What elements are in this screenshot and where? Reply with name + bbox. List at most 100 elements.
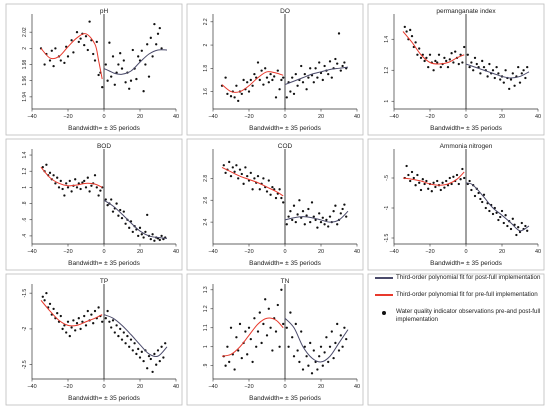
observation-point <box>495 211 498 214</box>
panel-tn: TN −40 −20 0 20 40 .9 1 1.1 1.2 1.3 Bandwidth= ± 35… <box>186 273 364 406</box>
observation-point <box>90 313 93 316</box>
observation-point <box>289 210 292 213</box>
observation-point <box>457 182 460 186</box>
x-tick-label: 20 <box>499 114 505 120</box>
observation-point <box>526 66 529 69</box>
observation-point <box>316 76 319 79</box>
y-tick-label: 1.8 <box>203 65 209 72</box>
x-tick-label: 20 <box>318 384 324 390</box>
observation-point <box>296 84 299 87</box>
x-tick-label: 0 <box>283 384 286 390</box>
observation-point <box>258 78 261 82</box>
observation-point <box>307 364 310 367</box>
observation-point <box>149 238 152 241</box>
y-tick-label: 1.4 <box>384 36 390 43</box>
observation-point <box>468 66 471 69</box>
panel-frame <box>367 138 545 271</box>
x-axis-label: Bandwidth= ± 35 periods <box>68 395 140 402</box>
panel-cod: COD −40 −20 0 20 40 2.4 2.6 2.8 Bandwidth= ± 35 p… <box>186 138 364 271</box>
observation-point <box>325 336 328 339</box>
observation-point <box>526 229 529 232</box>
observation-point <box>443 186 446 189</box>
observation-point <box>66 320 70 323</box>
observation-point <box>343 203 346 206</box>
x-tick-label: −40 <box>27 384 36 390</box>
legend-pre-label: Third-order polynomial fit for pre-full … <box>396 291 538 298</box>
x-tick-label: 0 <box>464 114 467 120</box>
y-tick-label: 2 <box>203 43 209 46</box>
observation-point <box>278 188 281 191</box>
observation-point <box>473 56 477 59</box>
observation-point <box>410 35 414 38</box>
observation-point <box>146 43 149 46</box>
observation-point <box>160 345 163 348</box>
legend: Third-order polynomial fit for post-full… <box>372 274 548 333</box>
observation-point <box>124 81 127 84</box>
observation-point <box>441 181 444 184</box>
x-tick-label: −20 <box>425 114 434 120</box>
panel-frame <box>186 273 364 406</box>
observation-point <box>147 75 151 78</box>
observation-point <box>509 227 513 231</box>
observation-point <box>327 72 330 76</box>
observation-point <box>314 218 317 222</box>
observation-point <box>106 79 109 82</box>
panel-title: TP <box>100 278 108 285</box>
observation-point <box>412 176 415 180</box>
observation-point <box>305 355 308 358</box>
observation-point <box>448 176 451 180</box>
observation-point <box>410 170 414 174</box>
observation-point <box>242 78 245 82</box>
observation-point <box>524 224 527 228</box>
observation-point <box>131 48 134 52</box>
observation-point <box>137 234 140 238</box>
observation-point <box>305 214 308 217</box>
y-tick-label: 1.2 <box>22 168 28 175</box>
observation-point <box>149 36 152 39</box>
observation-point <box>155 43 158 46</box>
observation-point <box>249 171 252 175</box>
x-axis-label: Bandwidth= ± 35 periods <box>249 260 321 267</box>
observation-point <box>301 210 305 213</box>
observation-point <box>307 207 310 211</box>
observation-point <box>276 303 279 307</box>
x-tick-label: −40 <box>208 114 217 120</box>
observation-point <box>119 327 122 331</box>
observation-point <box>409 179 412 183</box>
pre-fit-curve <box>40 299 103 327</box>
observation-point <box>79 187 82 191</box>
post-fit-curve <box>284 66 349 86</box>
observation-point <box>312 349 315 352</box>
observation-point <box>497 218 500 222</box>
observation-point <box>294 72 297 76</box>
observation-point <box>101 320 104 323</box>
observation-point <box>48 171 52 174</box>
panel-frame <box>367 3 545 136</box>
observation-point <box>292 204 296 207</box>
panel-bod: BOD −40 −20 0 20 40 .4 .6 .8 1 1.2 1.4 Bandwidth= ± … <box>5 138 183 271</box>
observation-point <box>45 292 48 295</box>
panel-ammonia-nitrogen: Ammonia nitrogen −40 −20 0 20 40 -1.5 -1 -.5 Band… <box>367 138 545 271</box>
y-tick-label: 1.3 <box>203 286 209 293</box>
observation-point <box>280 196 283 200</box>
observation-point <box>140 350 143 353</box>
observation-point <box>339 334 342 337</box>
observation-point <box>135 352 138 356</box>
observation-point <box>233 368 236 371</box>
observation-point <box>129 79 133 82</box>
observation-point <box>83 179 86 183</box>
observation-point <box>138 356 142 359</box>
observation-point <box>409 28 412 32</box>
observation-point <box>95 186 98 189</box>
legend-item-post-fit: Third-order polynomial fit for post-full… <box>372 274 548 282</box>
observation-point <box>321 364 324 367</box>
observation-point <box>309 220 312 224</box>
observation-point <box>502 221 505 225</box>
observation-point <box>310 372 314 375</box>
observation-point <box>318 61 321 64</box>
observation-point <box>278 88 281 91</box>
observation-point <box>491 212 495 216</box>
panel-ph: pH −40 −20 0 20 40 1.94 1.96 1.98 2 2.02 Bandwidth=… <box>5 3 183 136</box>
observation-point <box>247 90 251 93</box>
observation-point <box>83 43 86 47</box>
